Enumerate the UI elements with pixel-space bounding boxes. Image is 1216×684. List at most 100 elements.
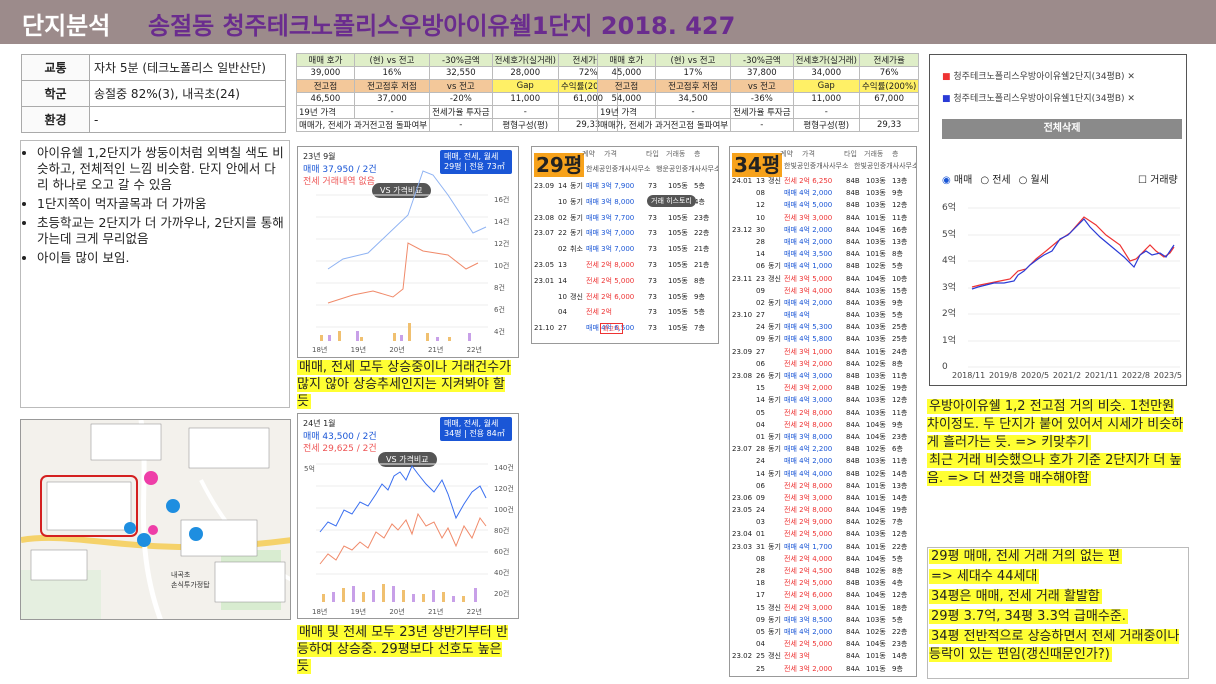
- table-cell: 동기: [768, 432, 781, 441]
- table-row[interactable]: 21.10 27 매매 4억 6,500 73 105동 7층: [534, 321, 718, 337]
- table-row[interactable]: 24 동기 매매 4억 5,300 84A 103동 25층: [732, 321, 916, 333]
- table-row[interactable]: 04 전세 2억 73 105동 5층: [534, 305, 718, 321]
- radio-sale[interactable]: ◉ 매매: [942, 175, 973, 186]
- table-row[interactable]: 09 동기 매매 4억 5,800 84A 103동 25층: [732, 333, 916, 345]
- table-cell: 84A: [846, 286, 860, 295]
- table-row[interactable]: 23.08 02 동기 매매 3억 7,700 73 105동 23층: [534, 211, 718, 227]
- table-row[interactable]: 10 전세 3억 3,000 84A 101동 11층: [732, 212, 916, 224]
- table-row[interactable]: 17 전세 2억 6,000 84A 104동 12층: [732, 589, 916, 601]
- table-row[interactable]: 18 전세 2억 5,000 84B 103동 4층: [732, 577, 916, 589]
- table-cell: 9층: [892, 420, 903, 429]
- y-tick: 16건: [494, 196, 510, 204]
- table-cell: 84A: [846, 213, 860, 222]
- grid-cell: 54,000: [597, 92, 656, 106]
- table-row[interactable]: 09 동기 매매 3억 8,500 84A 103동 5층: [732, 614, 916, 626]
- table-row[interactable]: 06 전세 3억 2,000 84A 102동 8층: [732, 358, 916, 370]
- table-row[interactable]: 03 전세 2억 9,000 84A 102동 7층: [732, 516, 916, 528]
- area-map[interactable]: 내곡초 손식투가정탑: [20, 419, 291, 620]
- table-row[interactable]: 14 동기 매매 4억 3,000 84A 103동 12층: [732, 394, 916, 406]
- table-row[interactable]: 04 전세 2억 5,000 84A 104동 23층: [732, 638, 916, 650]
- table-cell: [732, 260, 756, 272]
- table-row[interactable]: 10 갱신 전세 2억 6,000 73 105동 9층: [534, 290, 718, 306]
- vs-compare-button[interactable]: VS 가격비교: [372, 183, 431, 198]
- table-row[interactable]: 15 갱신 전세 2억 3,000 84A 101동 18층: [732, 602, 916, 614]
- table-cell: 23층: [892, 432, 908, 441]
- table-cell: 22: [558, 229, 567, 238]
- grid-header: (현) vs 전고: [353, 53, 431, 67]
- volume-checkbox[interactable]: ☐ 거래량: [1138, 175, 1178, 186]
- table-cell: 전세 2억 4,500: [784, 567, 833, 575]
- table-row[interactable]: 23.12 30 매매 4억 2,000 84A 104동 16층: [732, 224, 916, 236]
- table-cell: 취소: [570, 245, 583, 254]
- table-row[interactable]: 15 전세 3억 2,000 84B 102동 19층: [732, 382, 916, 394]
- table-cell: 갱신: [768, 177, 781, 185]
- table-row[interactable]: 23.09 14 동기 매매 3억 7,900 73 105동 5층: [534, 179, 718, 195]
- table-cell: 전세 2억 9,000: [784, 518, 833, 527]
- table-row[interactable]: 04 전세 2억 8,000 84A 104동 9층: [732, 419, 916, 431]
- table-row[interactable]: 12 매매 4억 5,000 84B 103동 12층: [732, 199, 916, 211]
- table-row[interactable]: 08 매매 4억 2,000 84B 103동 9층: [732, 187, 916, 199]
- table-row[interactable]: 23.09 27 전세 3억 1,000 84A 101동 24층: [732, 346, 916, 358]
- table-row[interactable]: 23.07 22 동기 매매 3억 7,000 73 105동 22층: [534, 226, 718, 242]
- table-cell: 23.09: [534, 182, 555, 190]
- note-34-chart: 매매 및 전세 모두 23년 상반기부터 반등하여 상승중. 29평보다 선호도…: [297, 624, 519, 675]
- table-row[interactable]: 09 전세 3억 4,000 84A 103동 15층: [732, 285, 916, 297]
- radio-monthly[interactable]: ○ 월세: [1018, 175, 1049, 186]
- table-cell: 84A: [846, 237, 860, 246]
- table-row[interactable]: 08 전세 2억 4,000 84A 104동 5층: [732, 553, 916, 565]
- close-icon[interactable]: ✕: [1127, 72, 1135, 82]
- table-row[interactable]: 28 매매 4억 2,000 84A 103동 13층: [732, 236, 916, 248]
- table-row[interactable]: 23.10 27 매매 4억 84A 103동 5층: [732, 309, 916, 321]
- table-cell: 13층: [892, 237, 908, 246]
- table-row[interactable]: 23.06 09 전세 3억 3,000 84A 101동 14층: [732, 492, 916, 504]
- table-row[interactable]: 10 동기 매매 3억 8,000 4층: [534, 195, 718, 211]
- table-row[interactable]: 24 매매 4억 2,000 84B 103동 11층: [732, 455, 916, 467]
- filter-pill[interactable]: 매매, 전세, 월세 34평 | 전용 84㎡: [440, 417, 512, 441]
- col-header: 타입: [646, 150, 659, 158]
- table-row[interactable]: 23.04 01 전세 2억 5,000 84A 103동 12층: [732, 528, 916, 540]
- grid-cell: -: [353, 105, 431, 119]
- vs-compare-button[interactable]: VS 가격비교: [378, 452, 437, 467]
- table-row[interactable]: 25 전세 3억 2,000 84A 101동 9층: [732, 663, 916, 675]
- table-row[interactable]: 23.05 13 전세 2억 8,000 73 105동 21층: [534, 258, 718, 274]
- col-header: 가격: [604, 150, 617, 158]
- table-row[interactable]: 24.01 13 갱신 전세 2억 6,250 84B 103동 13층: [732, 175, 916, 187]
- table-cell: 14: [756, 396, 765, 405]
- table-row[interactable]: 23.02 25 갱신 전세 3억 84A 101동 14층: [732, 650, 916, 662]
- table-row[interactable]: 23.11 23 갱신 전세 3억 5,000 84A 104동 10층: [732, 273, 916, 285]
- delete-all-button[interactable]: 전체삭제: [942, 119, 1182, 139]
- table-cell: 매매 4억 2,000: [784, 189, 833, 198]
- list-header: 계약 가격 타입 거래동 층: [780, 149, 898, 161]
- close-icon[interactable]: ✕: [1127, 94, 1135, 104]
- grid-cell: 17%: [654, 66, 732, 80]
- table-row[interactable]: 23.05 24 전세 2억 8,000 84A 104동 19층: [732, 504, 916, 516]
- filter-pill[interactable]: 매매, 전세, 월세 29평 | 전용 73㎡: [440, 150, 512, 174]
- table-row[interactable]: 28 전세 2억 4,500 84B 102동 8층: [732, 565, 916, 577]
- table-cell: 매매 4억 2,000: [784, 225, 833, 234]
- y-tick: 6건: [494, 306, 505, 314]
- table-row[interactable]: 02 취소 매매 3억 7,000 73 105동 21층: [534, 242, 718, 258]
- chart-svg: [316, 463, 488, 602]
- table-row[interactable]: 14 동기 매매 4억 4,000 84B 102동 14층: [732, 468, 916, 480]
- table-cell: 28: [756, 567, 765, 575]
- table-row[interactable]: 01 동기 매매 3억 8,000 84A 104동 23층: [732, 431, 916, 443]
- table-cell: 84A: [846, 420, 860, 429]
- table-row[interactable]: 02 동기 매매 4억 2,000 84A 103동 9층: [732, 297, 916, 309]
- table-row[interactable]: 23.01 14 전세 2억 5,000 73 105동 8층: [534, 274, 718, 290]
- legend-item[interactable]: ■ 청주테크노폴리스우방아이유쉘1단지(34평B) ✕: [942, 94, 1135, 104]
- table-cell: [732, 212, 756, 224]
- table-row[interactable]: 14 매매 4억 3,500 84A 101동 8층: [732, 248, 916, 260]
- table-row[interactable]: 05 전세 2억 8,000 84A 103동 11층: [732, 407, 916, 419]
- table-row[interactable]: 05 동기 매매 4억 2,000 84A 102동 22층: [732, 626, 916, 638]
- table-row[interactable]: 06 동기 매매 4억 1,000 84B 102동 5층: [732, 260, 916, 272]
- table-cell: 매매 4억 3,500: [784, 250, 833, 259]
- radio-rent[interactable]: ○ 전세: [980, 175, 1011, 186]
- table-row[interactable]: 23.03 31 동기 매매 4억 1,700 84A 101동 22층: [732, 541, 916, 553]
- table-cell: [732, 663, 756, 675]
- table-cell: [732, 199, 756, 211]
- legend-item[interactable]: ■ 청주테크노폴리스우방아이유쉘2단지(34평B) ✕: [942, 72, 1135, 82]
- table-row[interactable]: 23.08 26 동기 매매 4억 3,000 84B 103동 11층: [732, 370, 916, 382]
- table-row[interactable]: 23.07 28 동기 매매 4억 2,200 84B 102동 6층: [732, 443, 916, 455]
- chart-date: 23년 9월: [303, 152, 336, 161]
- table-row[interactable]: 06 전세 2억 8,000 84A 101동 13층: [732, 480, 916, 492]
